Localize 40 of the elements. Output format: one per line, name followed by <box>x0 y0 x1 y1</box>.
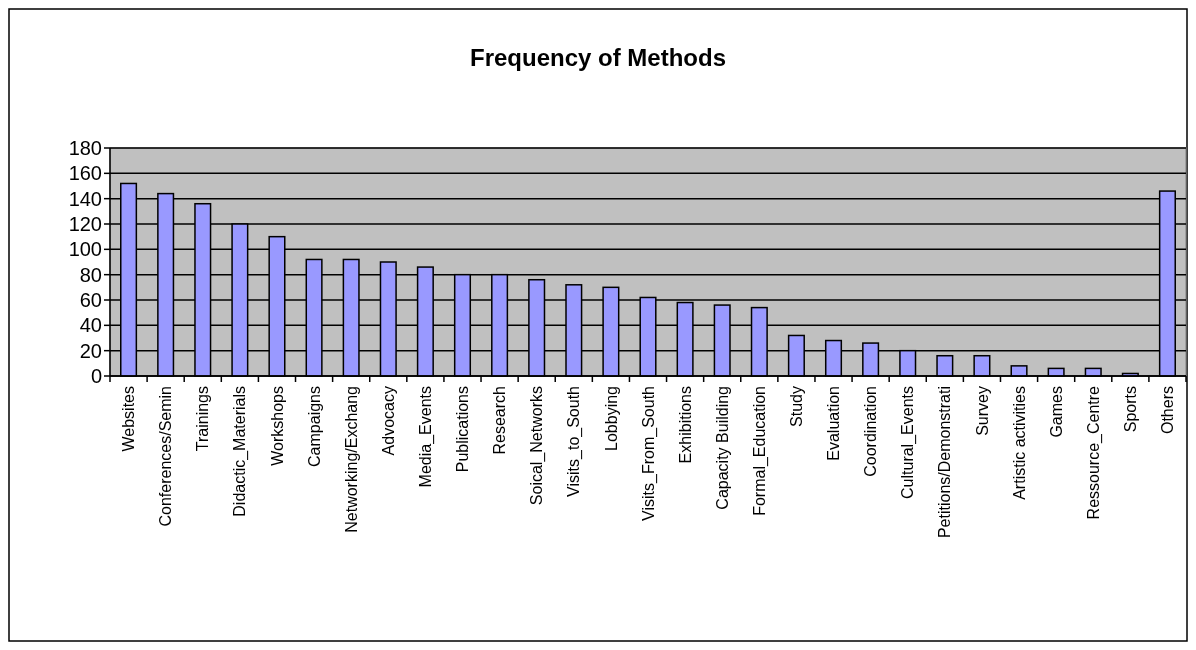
chart-title: Frequency of Methods <box>469 44 727 71</box>
x-tick-label: Formal_Education <box>750 386 769 516</box>
y-tick-label: 60 <box>79 289 102 311</box>
x-tick-label: Workshops <box>268 386 286 466</box>
x-tick-label: Websites <box>120 386 138 452</box>
x-tick-label: Others <box>1159 386 1177 435</box>
x-tick-label: Coordination <box>862 386 880 477</box>
x-tick-label: Trainings <box>194 386 212 452</box>
x-tick-label: Publications <box>454 386 472 473</box>
y-tick-label: 20 <box>79 339 102 362</box>
y-tick-label: 160 <box>68 162 102 185</box>
y-tick-label: 80 <box>79 263 102 286</box>
x-tick-label: Didactic_Materials <box>231 386 250 517</box>
x-tick-label: Research <box>491 386 509 455</box>
y-tick-label: 140 <box>68 187 102 210</box>
x-tick-label: Advocacy <box>379 386 397 456</box>
x-tick-label: Soical_Networks <box>528 386 547 506</box>
y-tick-label: 180 <box>68 137 102 159</box>
x-tick-label: Visits_to_South <box>565 386 584 497</box>
x-tick-label: Evaluation <box>825 386 843 461</box>
x-tick-label: Study <box>788 386 806 427</box>
x-tick-label: Survey <box>973 386 991 436</box>
x-tick-label: Conferences/Semin <box>157 386 175 527</box>
x-tick-label: Networking/Exchang <box>342 386 360 533</box>
x-tick-label: Capacity Building <box>713 386 731 510</box>
x-tick-label: Sports <box>1121 386 1139 433</box>
x-tick-label: Lobbying <box>602 386 620 451</box>
x-tick-label: Exhibitions <box>676 386 694 464</box>
y-tick-label: 120 <box>68 213 102 235</box>
x-tick-label: Games <box>1047 386 1065 438</box>
x-tick-label: Ressource_Centre <box>1084 385 1103 520</box>
y-tick-label: 100 <box>68 238 102 261</box>
x-tick-label: Media_Events <box>416 386 435 488</box>
x-tick-label: Visits_From_South <box>639 386 658 521</box>
y-tick-label: 40 <box>79 314 102 337</box>
x-tick-label: Cultural_Events <box>899 386 918 499</box>
y-tick-label: 0 <box>90 365 102 387</box>
x-tick-label: Artistic activities <box>1010 386 1028 500</box>
x-tick-label: Petitions/Demonstrati <box>936 386 954 539</box>
x-tick-label: Campaigns <box>305 386 323 467</box>
